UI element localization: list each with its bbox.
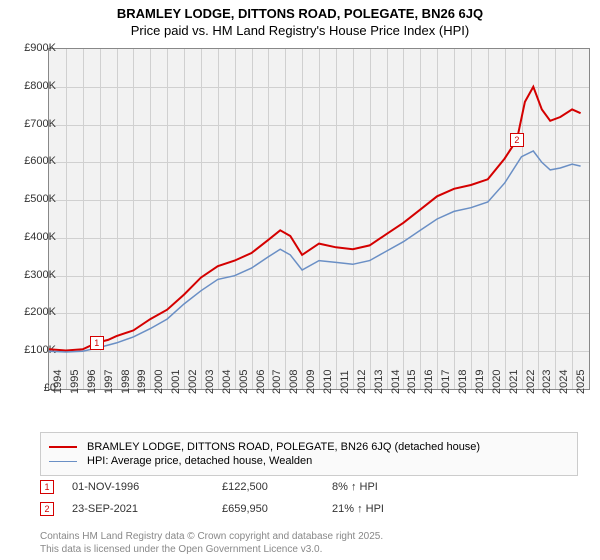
y-tick-label: £400K	[12, 231, 56, 243]
y-tick-label: £700K	[12, 118, 56, 130]
x-gridline	[420, 49, 421, 389]
footer-attribution: Contains HM Land Registry data © Crown c…	[40, 530, 383, 556]
y-tick-label: £0	[12, 382, 56, 394]
legend-swatch	[49, 446, 77, 448]
y-tick-label: £600K	[12, 155, 56, 167]
x-gridline	[505, 49, 506, 389]
transaction-pct: 8% ↑ HPI	[332, 481, 452, 493]
x-gridline	[150, 49, 151, 389]
x-gridline	[488, 49, 489, 389]
y-tick-label: £200K	[12, 306, 56, 318]
y-tick-label: £100K	[12, 344, 56, 356]
price-marker: 1	[90, 336, 104, 350]
x-gridline	[319, 49, 320, 389]
x-gridline	[454, 49, 455, 389]
title-address: BRAMLEY LODGE, DITTONS ROAD, POLEGATE, B…	[0, 6, 600, 21]
x-gridline	[167, 49, 168, 389]
price-marker: 2	[510, 133, 524, 147]
x-gridline	[133, 49, 134, 389]
legend-label: HPI: Average price, detached house, Weal…	[87, 455, 312, 467]
x-gridline	[235, 49, 236, 389]
x-gridline	[538, 49, 539, 389]
x-gridline	[387, 49, 388, 389]
y-tick-label: £800K	[12, 80, 56, 92]
x-tick-label: 2025	[575, 370, 600, 394]
x-gridline	[184, 49, 185, 389]
x-gridline	[268, 49, 269, 389]
legend-label: BRAMLEY LODGE, DITTONS ROAD, POLEGATE, B…	[87, 441, 480, 453]
transaction-date: 23-SEP-2021	[72, 503, 222, 515]
plot-area: 12	[48, 48, 590, 390]
transaction-marker: 2	[40, 502, 54, 516]
chart-container: BRAMLEY LODGE, DITTONS ROAD, POLEGATE, B…	[0, 0, 600, 560]
title-block: BRAMLEY LODGE, DITTONS ROAD, POLEGATE, B…	[0, 0, 600, 38]
x-gridline	[302, 49, 303, 389]
series-line	[49, 151, 581, 352]
x-gridline	[285, 49, 286, 389]
y-tick-label: £900K	[12, 42, 56, 54]
transaction-pct: 21% ↑ HPI	[332, 503, 452, 515]
legend-swatch	[49, 461, 77, 462]
x-gridline	[572, 49, 573, 389]
x-gridline	[336, 49, 337, 389]
footer-line2: This data is licensed under the Open Gov…	[40, 543, 383, 556]
x-gridline	[201, 49, 202, 389]
x-gridline	[353, 49, 354, 389]
x-gridline	[117, 49, 118, 389]
x-gridline	[66, 49, 67, 389]
transaction-date: 01-NOV-1996	[72, 481, 222, 493]
legend: BRAMLEY LODGE, DITTONS ROAD, POLEGATE, B…	[40, 432, 578, 476]
legend-item: BRAMLEY LODGE, DITTONS ROAD, POLEGATE, B…	[49, 441, 569, 453]
transaction-marker: 1	[40, 480, 54, 494]
x-gridline	[403, 49, 404, 389]
legend-item: HPI: Average price, detached house, Weal…	[49, 455, 569, 467]
transaction-price: £659,950	[222, 503, 332, 515]
y-tick-label: £500K	[12, 193, 56, 205]
x-gridline	[370, 49, 371, 389]
x-gridline	[522, 49, 523, 389]
x-gridline	[471, 49, 472, 389]
title-subtitle: Price paid vs. HM Land Registry's House …	[0, 23, 600, 38]
footer-line1: Contains HM Land Registry data © Crown c…	[40, 530, 383, 543]
x-gridline	[252, 49, 253, 389]
y-tick-label: £300K	[12, 269, 56, 281]
x-gridline	[555, 49, 556, 389]
x-gridline	[83, 49, 84, 389]
x-gridline	[218, 49, 219, 389]
x-gridline	[437, 49, 438, 389]
transaction-row: 2 23-SEP-2021 £659,950 21% ↑ HPI	[40, 502, 560, 516]
transaction-row: 1 01-NOV-1996 £122,500 8% ↑ HPI	[40, 480, 560, 494]
series-line	[49, 87, 581, 351]
transaction-price: £122,500	[222, 481, 332, 493]
